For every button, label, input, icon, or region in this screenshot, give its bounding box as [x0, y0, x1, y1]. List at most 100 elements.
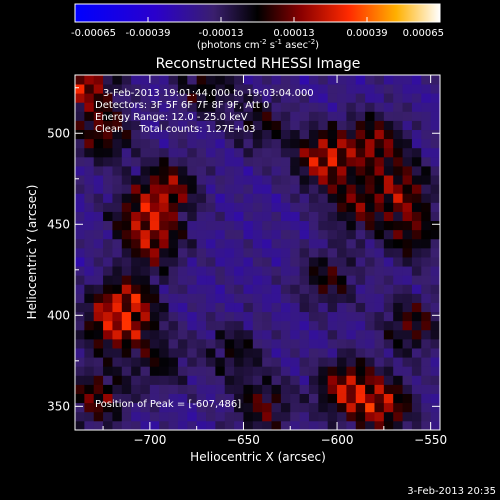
heatmap-cell — [430, 420, 440, 430]
heatmap-cell — [262, 75, 272, 85]
heatmap-cell — [393, 420, 403, 430]
heatmap-cell — [112, 311, 123, 322]
heatmap-cell — [308, 184, 319, 194]
heatmap-cell — [337, 402, 347, 413]
heatmap-cell — [252, 102, 263, 112]
heatmap-cell — [103, 247, 113, 258]
heatmap-cell — [224, 302, 235, 313]
heatmap-cell — [365, 420, 375, 430]
heatmap-cell — [411, 238, 422, 249]
heatmap-cell — [290, 257, 301, 267]
heatmap-cell — [327, 156, 338, 167]
heatmap-cell — [327, 402, 338, 413]
heatmap-cell — [346, 93, 357, 103]
heatmap-cell — [421, 257, 432, 267]
heatmap-cell — [168, 384, 179, 394]
heatmap-cell — [365, 293, 375, 303]
heatmap-cell — [243, 366, 254, 376]
heatmap-cell — [93, 229, 104, 240]
heatmap-cell — [280, 411, 291, 422]
heatmap-cell — [112, 247, 123, 258]
heatmap-cell — [234, 193, 244, 203]
heatmap-cell — [243, 384, 254, 394]
heatmap-cell — [215, 338, 226, 349]
heatmap-cell — [140, 366, 151, 376]
heatmap-cell — [280, 420, 291, 430]
heatmap-cell — [159, 229, 169, 240]
heatmap-cell — [374, 320, 385, 331]
heatmap-cell — [262, 220, 272, 231]
heatmap-cell — [290, 202, 301, 212]
heatmap-cell — [393, 338, 403, 349]
heatmap-cell — [93, 147, 104, 158]
heatmap-cell — [159, 393, 169, 404]
heatmap-cell — [374, 156, 385, 167]
heatmap-cell — [131, 257, 141, 267]
heatmap-cell — [93, 329, 104, 340]
heatmap-cell — [411, 102, 422, 112]
heatmap-cell — [327, 320, 338, 331]
heatmap-cell — [149, 75, 160, 85]
heatmap-cell — [430, 384, 440, 394]
heatmap-cell — [206, 247, 216, 258]
heatmap-cell — [393, 329, 403, 340]
heatmap-cell — [131, 138, 141, 149]
heatmap-cell — [365, 366, 375, 376]
heatmap-cell — [121, 366, 132, 376]
heatmap-cell — [262, 311, 272, 322]
heatmap-cell — [168, 211, 179, 222]
heatmap-cell — [75, 102, 85, 112]
heatmap-cell — [430, 184, 440, 194]
heatmap-cell — [308, 411, 319, 422]
heatmap-cell — [355, 175, 366, 185]
heatmap-cell — [196, 275, 207, 285]
heatmap-cell — [112, 266, 123, 276]
heatmap-cell — [159, 120, 169, 131]
heatmap-cell — [75, 166, 85, 176]
heatmap-cell — [168, 84, 179, 94]
heatmap-cell — [411, 284, 422, 294]
heatmap-cell — [84, 156, 95, 167]
heatmap-cell — [131, 275, 141, 285]
heatmap-cell — [103, 275, 113, 285]
heatmap-cell — [308, 375, 319, 385]
heatmap-cell — [271, 229, 282, 240]
colorbar-unit-label: (photons cm-2 s-1 asec-2) — [197, 38, 319, 51]
heatmap-cell — [149, 420, 160, 430]
heatmap-cell — [168, 338, 179, 349]
heatmap-cell — [318, 411, 329, 422]
heatmap-cell — [149, 357, 160, 367]
heatmap-cell — [168, 111, 179, 121]
heatmap-cell — [224, 102, 235, 112]
heatmap-cell — [121, 229, 132, 240]
heatmap-cell — [252, 175, 263, 185]
heatmap-cell — [383, 302, 394, 313]
heatmap-cell — [215, 156, 226, 167]
heatmap-cell — [187, 411, 198, 422]
heatmap-cell — [411, 84, 422, 94]
heatmap-cell — [168, 166, 179, 176]
heatmap-cell — [355, 156, 366, 167]
heatmap-cell — [290, 375, 301, 385]
heatmap-cell — [299, 320, 310, 331]
heatmap-cell — [290, 184, 301, 194]
heatmap-cell — [131, 166, 141, 176]
heatmap-cell — [103, 211, 113, 222]
heatmap-cell — [383, 111, 394, 121]
heatmap-cell — [121, 193, 132, 203]
heatmap-cell — [103, 338, 113, 349]
heatmap-cell — [243, 156, 254, 167]
heatmap-cell — [337, 257, 347, 267]
heatmap-cell — [177, 102, 188, 112]
heatmap-cell — [224, 375, 235, 385]
heatmap-cell — [383, 175, 394, 185]
heatmap-cell — [206, 275, 216, 285]
heatmap-cell — [103, 166, 113, 176]
heatmap-cell — [262, 329, 272, 340]
heatmap-cell — [224, 284, 235, 294]
heatmap-cell — [365, 257, 375, 267]
heatmap-cell — [280, 156, 291, 167]
heatmap-cell — [177, 311, 188, 322]
heatmap-cell — [196, 129, 207, 140]
heatmap-cell — [421, 138, 432, 149]
